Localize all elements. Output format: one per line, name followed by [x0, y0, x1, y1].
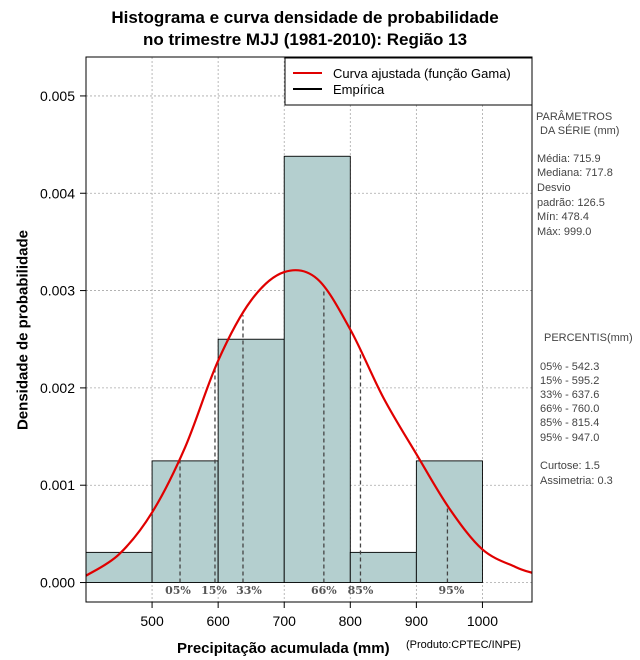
- percentil-85: 85% - 815.4: [540, 417, 600, 429]
- x-tick-label: 700: [273, 613, 297, 629]
- percentile-label: 33%: [236, 584, 262, 597]
- x-tick-label: 800: [339, 613, 363, 629]
- stat-mediana: Mediana: 717.8: [537, 167, 613, 179]
- y-tick-label: 0.005: [40, 88, 75, 104]
- legend-label-empirical: Empírica: [333, 82, 385, 97]
- percentis-header: PERCENTIS(mm): [544, 332, 633, 344]
- x-tick-label: 600: [206, 613, 230, 629]
- histogram-bar: [85, 551, 153, 583]
- histogram-bars: [85, 155, 483, 583]
- credit-text: (Produto:CPTEC/INPE): [406, 639, 521, 651]
- percentile-label: 85%: [348, 584, 374, 597]
- percentile-lines: 05% 15% 33% 66% 85% 95%: [165, 289, 465, 597]
- y-tick-label: 0.003: [40, 283, 75, 299]
- percentile-label: 95%: [439, 584, 465, 597]
- percentil-05: 05% - 542.3: [540, 361, 600, 373]
- stat-curtose: Curtose: 1.5: [540, 460, 600, 472]
- histogram-bar: [283, 155, 351, 583]
- percentile-label: 66%: [311, 584, 337, 597]
- x-axis-label: Precipitação acumulada (mm): [177, 640, 390, 657]
- percentil-66: 66% - 760.0: [540, 403, 600, 415]
- x-tick-label: 500: [140, 613, 164, 629]
- plot-frame: [85, 56, 533, 603]
- histogram-bar: [415, 460, 483, 583]
- percentil-95: 95% - 947.0: [540, 432, 600, 444]
- percentil-33: 33% - 637.6: [540, 389, 600, 401]
- stat-assimetria: Assimetria: 0.3: [540, 475, 613, 487]
- fitted-curve: [85, 269, 533, 577]
- y-tick-label: 0.002: [40, 380, 75, 396]
- axes: 500 600 700 800 900 1000 0.000 0.001 0.002 0.003 0…: [40, 56, 533, 629]
- x-tick-label: 1000: [467, 613, 498, 629]
- chart-title: Histograma e curva densidade de probabil…: [111, 8, 499, 27]
- histogram-bar: [349, 551, 417, 583]
- stat-max: Máx: 999.0: [537, 226, 592, 238]
- legend-box: [284, 57, 533, 106]
- y-axis-label: Densidade de probabilidade: [14, 229, 32, 431]
- legend: Curva ajustada (função Gama) Empírica: [284, 57, 533, 106]
- params-header: PARÂMETROS: [536, 111, 613, 123]
- percentile-label: 15%: [201, 584, 227, 597]
- stat-desvio-label: Desvio: [537, 182, 571, 194]
- params-header-unit: DA SÉRIE (mm): [540, 125, 620, 137]
- stat-min: Mín: 478.4: [537, 211, 589, 223]
- y-tick-label: 0.000: [40, 575, 75, 591]
- stat-media: Média: 715.9: [537, 153, 601, 165]
- percentil-15: 15% - 595.2: [540, 375, 600, 387]
- legend-label-fitted: Curva ajustada (função Gama): [333, 66, 511, 81]
- y-tick-label: 0.001: [40, 477, 75, 493]
- y-tick-label: 0.004: [40, 185, 75, 201]
- chart-subtitle: no trimestre MJJ (1981-2010): Região 13: [142, 30, 468, 49]
- x-tick-label: 900: [405, 613, 429, 629]
- histogram-bar: [217, 338, 285, 583]
- histogram-bar: [151, 460, 219, 583]
- percentile-label: 05%: [165, 584, 191, 597]
- fitted-curve-layer: [85, 269, 533, 577]
- stat-desvio: padrão: 126.5: [537, 197, 605, 209]
